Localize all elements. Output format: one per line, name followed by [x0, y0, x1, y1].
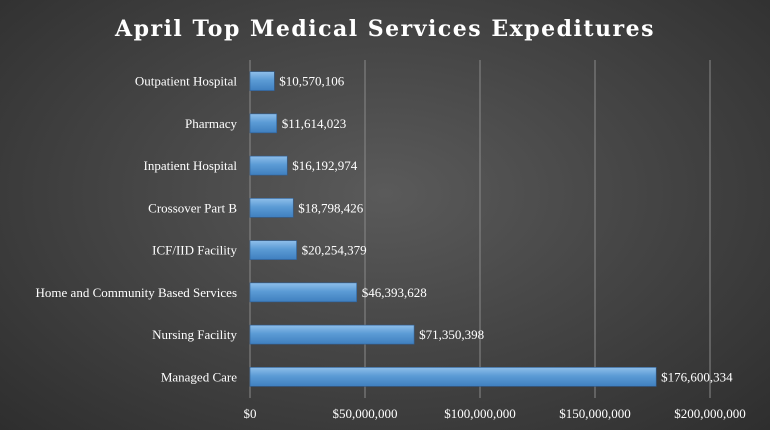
bar: [249, 113, 278, 134]
category-label: Nursing Facility: [152, 327, 237, 342]
data-label: $20,254,379: [302, 243, 367, 258]
category-label: Home and Community Based Services: [36, 285, 237, 300]
data-label: $10,570,106: [279, 74, 345, 89]
category-label: Pharmacy: [185, 116, 237, 131]
x-tick-label: $100,000,000: [444, 406, 516, 421]
bar: [249, 282, 358, 303]
bar: [249, 240, 297, 260]
bar: [249, 367, 657, 387]
data-label: $176,600,334: [661, 369, 733, 384]
category-label: Inpatient Hospital: [143, 158, 237, 173]
category-label: Outpatient Hospital: [135, 74, 238, 89]
bar: [249, 198, 294, 218]
category-label: Managed Care: [161, 369, 237, 384]
x-tick-label: $0: [244, 406, 257, 421]
bar: [249, 324, 415, 345]
grid-lines: [249, 60, 711, 398]
data-label: $11,614,023: [282, 116, 347, 131]
bar: [249, 71, 275, 91]
data-label: $46,393,628: [362, 285, 427, 300]
data-label: $16,192,974: [292, 158, 358, 173]
labels: $0 $50,000,000 $100,000,000 $150,000,000 $20…: [36, 74, 746, 421]
category-label: Crossover Part B: [148, 200, 237, 215]
chart-title: April Top Medical Services Expeditures: [114, 16, 655, 42]
x-tick-label: $200,000,000: [674, 406, 746, 421]
data-label: $71,350,398: [419, 327, 484, 342]
category-label: ICF/IID Facility: [152, 243, 237, 258]
bar: [249, 155, 288, 176]
x-tick-label: $150,000,000: [559, 406, 631, 421]
x-tick-label: $50,000,000: [333, 406, 398, 421]
data-label: $18,798,426: [298, 200, 364, 215]
bars: [249, 71, 657, 387]
